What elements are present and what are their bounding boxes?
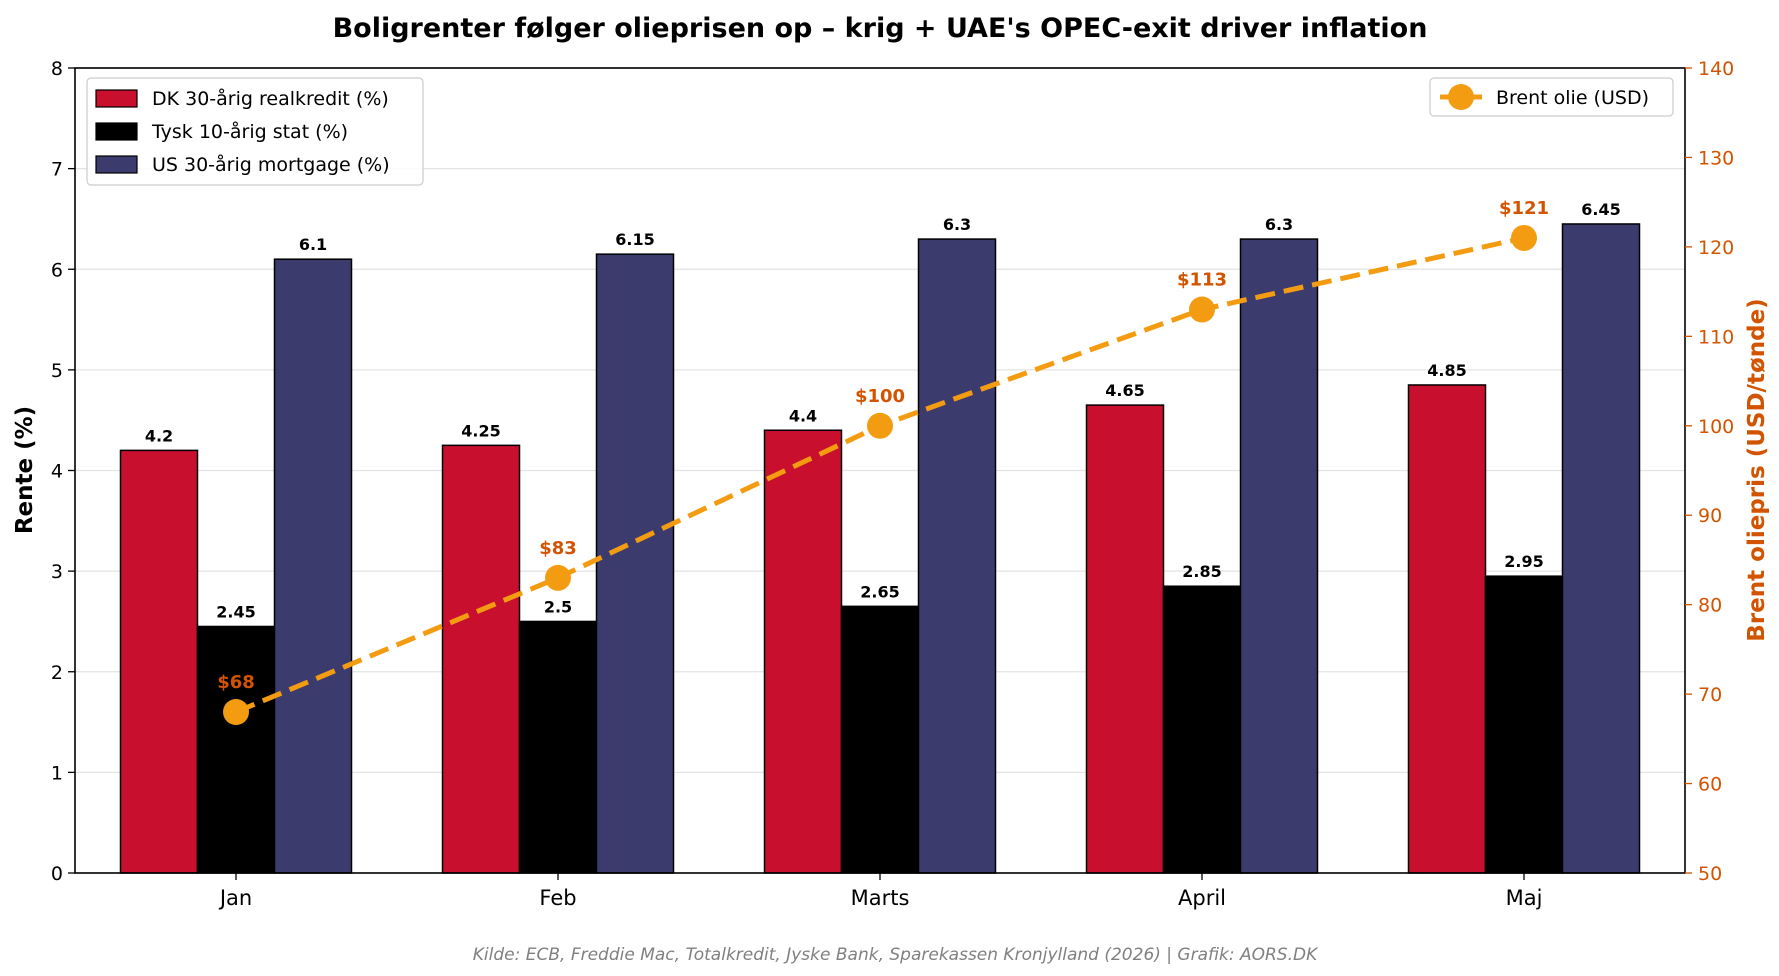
bar xyxy=(518,620,598,874)
oil-price-point xyxy=(1189,296,1215,323)
legend-line-marker xyxy=(1448,84,1474,110)
legend-swatch xyxy=(95,89,138,108)
bar-value-label: 6.3 xyxy=(1265,215,1293,234)
bar xyxy=(441,444,521,874)
legend-swatch xyxy=(95,155,138,174)
x-tick-label: Feb xyxy=(539,886,576,910)
y-tick-label-right: 50 xyxy=(1698,863,1722,885)
bar-value-label: 2.85 xyxy=(1182,562,1221,581)
y-tick-label-left: 8 xyxy=(51,58,63,80)
y-tick-label-left: 4 xyxy=(51,461,63,483)
bar-value-label: 6.3 xyxy=(943,215,971,234)
legend-box-right xyxy=(1429,77,1674,117)
bar xyxy=(119,449,199,874)
bars-layer xyxy=(119,223,1641,874)
y-tick-label-right: 130 xyxy=(1698,147,1734,169)
x-tick-label: April xyxy=(1178,886,1226,910)
bar xyxy=(1239,238,1319,874)
legend-box-left xyxy=(86,77,424,186)
source-note: Kilde: ECB, Freddie Mac, Totalkredit, Jy… xyxy=(473,945,1319,965)
y-tick-label-right: 90 xyxy=(1698,505,1722,527)
oil-price-label: $68 xyxy=(217,672,255,693)
legend-layer: DK 30-årig realkredit (%) Tysk 10-årig st… xyxy=(86,77,1674,186)
y-tick-label-left: 2 xyxy=(51,662,63,684)
oil-price-point xyxy=(223,699,249,725)
bar-value-label: 2.45 xyxy=(216,602,255,621)
legend-entry-label: Brent olie (USD) xyxy=(1496,87,1649,109)
x-tick-label: Jan xyxy=(218,886,252,910)
bar xyxy=(196,625,276,874)
bar-value-label: 6.1 xyxy=(299,235,327,254)
bar-value-label: 2.95 xyxy=(1504,552,1543,571)
bar xyxy=(595,253,675,874)
y-tick-label-right: 80 xyxy=(1698,595,1722,617)
bar-value-label: 2.5 xyxy=(544,597,572,616)
y-tick-label-left: 0 xyxy=(51,863,63,885)
bar-value-label: 2.65 xyxy=(860,582,899,601)
bar-value-label: 4.2 xyxy=(145,426,173,445)
y-tick-label-right: 140 xyxy=(1698,58,1734,80)
bar-value-label: 6.15 xyxy=(615,230,654,249)
x-tick-label: Marts xyxy=(851,886,910,910)
y-tick-label-right: 110 xyxy=(1698,326,1734,348)
y-tick-label-left: 3 xyxy=(51,561,63,583)
y-tick-label-right: 60 xyxy=(1698,774,1722,796)
bar xyxy=(1484,575,1564,874)
bar-value-label: 4.25 xyxy=(461,421,500,440)
oil-price-point xyxy=(545,564,571,591)
y-tick-label-right: 70 xyxy=(1698,684,1722,706)
y-tick-label-left: 7 xyxy=(51,159,63,181)
bar xyxy=(917,238,997,874)
y-tick-label-right: 120 xyxy=(1698,237,1734,259)
oil-price-label: $100 xyxy=(855,386,905,407)
oil-price-point xyxy=(1511,224,1537,251)
oil-price-point xyxy=(867,412,893,439)
oil-price-label: $121 xyxy=(1499,198,1549,219)
bar-value-label: 4.65 xyxy=(1105,381,1144,400)
y-tick-label-left: 1 xyxy=(51,762,63,784)
y-axis-label-right: Brent oliepris (USD/tønde) xyxy=(1744,298,1770,641)
bar xyxy=(1407,384,1487,874)
bar-value-label: 4.85 xyxy=(1427,361,1466,380)
y-tick-label-left: 5 xyxy=(51,360,63,382)
legend-swatch xyxy=(95,122,138,141)
bar xyxy=(273,258,353,874)
bar-value-label: 4.4 xyxy=(789,406,817,425)
y-tick-label-right: 100 xyxy=(1698,416,1734,438)
bar xyxy=(1162,585,1242,874)
legend-entry-label: Tysk 10-årig stat (%) xyxy=(151,120,348,143)
bar xyxy=(763,429,843,874)
legend-entry-label: DK 30-årig realkredit (%) xyxy=(152,87,389,110)
oil-price-label: $113 xyxy=(1177,270,1227,291)
chart-title: Boligrenter følger olieprisen op – krig … xyxy=(333,13,1428,44)
line-layer xyxy=(223,224,1537,725)
labels-layer: 4.2 4.25 4.4 4.65 4.85 2.45 2.5 2.65 2.85 2.95 6.1… xyxy=(145,198,1621,693)
x-tick-label: Maj xyxy=(1506,886,1543,910)
legend-entry-label: US 30-årig mortgage (%) xyxy=(152,153,390,176)
bar xyxy=(1085,404,1165,874)
bar xyxy=(1561,223,1641,874)
axes-layer: 0 1 2 3 4 5 6 7 8 50 60 70 80 90 100 110 120 130 140 Jan Feb… xyxy=(51,58,1734,910)
y-tick-label-left: 6 xyxy=(51,259,63,281)
y-axis-label-left: Rente (%) xyxy=(12,406,38,534)
bar-value-label: 6.45 xyxy=(1581,200,1620,219)
oil-price-label: $83 xyxy=(539,538,577,559)
bar xyxy=(840,605,920,874)
